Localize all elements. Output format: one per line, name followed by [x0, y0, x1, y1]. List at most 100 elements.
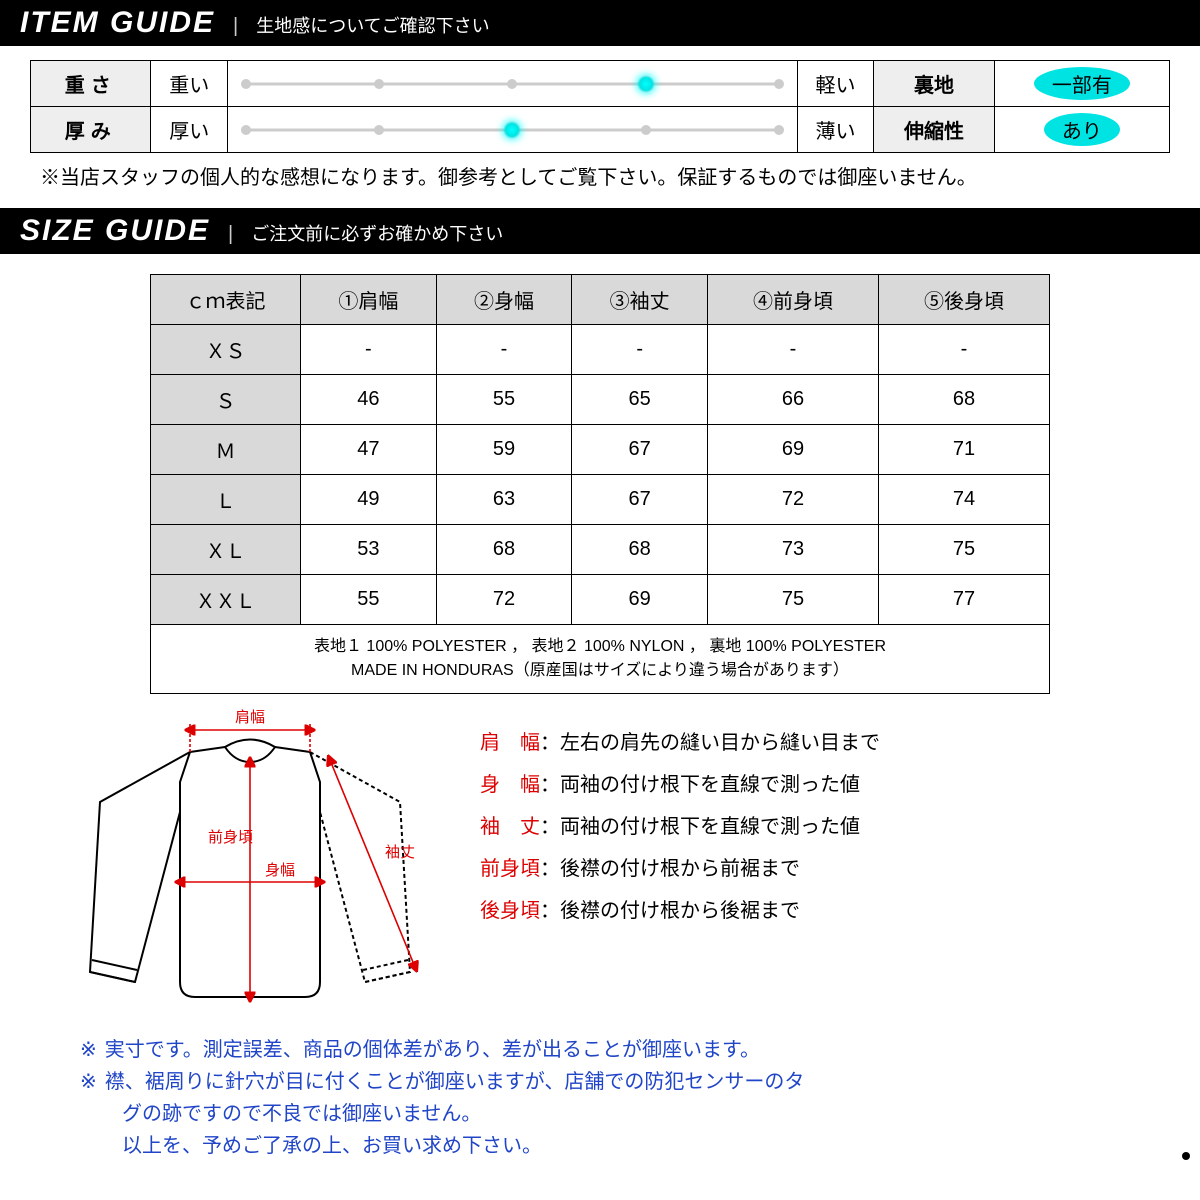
- size-cell: 67: [572, 475, 708, 525]
- diagram-label-katahaba: 肩幅: [235, 709, 265, 726]
- slider-cell: [228, 61, 798, 107]
- size-cell: 49: [301, 475, 437, 525]
- footnote-text: 襟、裾周りに針穴が目に付くことが御座いますが、店舗での防犯センサーのタ: [105, 1066, 805, 1098]
- measurement-term: 後身頃: [480, 900, 540, 922]
- diagram-row: 肩幅 前身頃 身幅 袖丈 肩 幅：左右の肩先の縫い目から縫い目まで身 幅：両袖の…: [40, 702, 1160, 1022]
- size-cell: 53: [301, 525, 437, 575]
- size-cell: 59: [436, 425, 572, 475]
- size-cell: 75: [708, 575, 879, 625]
- size-cell: 66: [708, 375, 879, 425]
- size-row-label: Ｌ: [151, 475, 301, 525]
- measurement-desc: ：後襟の付け根から後裾まで: [540, 900, 800, 922]
- size-row: Ｍ4759676971: [151, 425, 1050, 475]
- measurement-definition: 後身頃：後襟の付け根から後裾まで: [480, 890, 1160, 932]
- slider-right-label: 軽い: [797, 61, 874, 107]
- measurement-definition: 前身頃：後襟の付け根から前裾まで: [480, 848, 1160, 890]
- slider-marker: [637, 75, 655, 93]
- item-attr-label: 伸縮性: [874, 107, 994, 153]
- measurement-definition: 袖 丈：両袖の付け根下を直線で測った値: [480, 806, 1160, 848]
- measurement-desc: ：左右の肩先の縫い目から縫い目まで: [540, 732, 880, 754]
- size-cell: 69: [572, 575, 708, 625]
- measurement-desc: ：両袖の付け根下を直線で測った値: [540, 816, 860, 838]
- size-row: Ｌ4963677274: [151, 475, 1050, 525]
- size-cell: 75: [878, 525, 1049, 575]
- item-row-label: 厚み: [31, 107, 151, 153]
- header-separator: |: [233, 15, 238, 38]
- size-col-header: ③袖丈: [572, 275, 708, 325]
- size-row: ＸＬ5368687375: [151, 525, 1050, 575]
- slider-left-label: 厚い: [151, 107, 228, 153]
- size-col-header: ②身幅: [436, 275, 572, 325]
- size-cell: 73: [708, 525, 879, 575]
- size-cell: -: [572, 325, 708, 375]
- size-table: ｃｍ表記①肩幅②身幅③袖丈④前身頃⑤後身頃 ＸＳ-----Ｓ4655656668…: [150, 274, 1050, 694]
- size-row: ＸＳ-----: [151, 325, 1050, 375]
- size-col-header: ①肩幅: [301, 275, 437, 325]
- size-guide-header: SIZE GUIDE | ご注文前に必ずお確かめ下さい: [0, 208, 1200, 254]
- measurement-term: 肩 幅: [480, 732, 540, 754]
- size-row: Ｓ4655656668: [151, 375, 1050, 425]
- item-guide-header: ITEM GUIDE | 生地感についてご確認下さい: [0, 0, 1200, 46]
- item-attr-value: 一部有: [994, 61, 1169, 107]
- diagram-label-maemigoro: 前身頃: [208, 829, 253, 846]
- size-row-label: ＸＳ: [151, 325, 301, 375]
- item-guide-title: ITEM GUIDE: [20, 6, 215, 40]
- size-cell: 68: [436, 525, 572, 575]
- size-guide-subtitle: ご注文前に必ずお確かめ下さい: [251, 220, 503, 246]
- size-col-header: ⑤後身頃: [878, 275, 1049, 325]
- header-separator: |: [228, 223, 233, 246]
- item-guide-table: 重さ重い 軽い裏地一部有厚み厚い 薄い伸縮性あり: [30, 60, 1170, 153]
- footnote-text: 実寸です。測定誤差、商品の個体差があり、差が出ることが御座います。: [105, 1034, 760, 1066]
- item-row-label: 重さ: [31, 61, 151, 107]
- footnote-line: ※襟、裾周りに針穴が目に付くことが御座いますが、店舗での防犯センサーのタ: [80, 1066, 1120, 1098]
- measurement-definitions: 肩 幅：左右の肩先の縫い目から縫い目まで身 幅：両袖の付け根下を直線で測った値袖…: [480, 702, 1160, 932]
- size-row-label: Ｍ: [151, 425, 301, 475]
- size-cell: 72: [436, 575, 572, 625]
- size-cell: 55: [301, 575, 437, 625]
- footnote-line: ※実寸です。測定誤差、商品の個体差があり、差が出ることが御座います。: [80, 1034, 1120, 1066]
- measurement-definition: 肩 幅：左右の肩先の縫い目から縫い目まで: [480, 722, 1160, 764]
- measurement-term: 前身頃: [480, 858, 540, 880]
- measurement-term: 袖 丈: [480, 816, 540, 838]
- size-col-unit: ｃｍ表記: [151, 275, 301, 325]
- material-row: 表地１ 100% POLYESTER ， 表地２ 100% NYLON ， 裏地…: [151, 625, 1050, 694]
- size-cell: -: [301, 325, 437, 375]
- footnote-mark: ※: [80, 1066, 97, 1098]
- size-cell: 63: [436, 475, 572, 525]
- size-cell: 67: [572, 425, 708, 475]
- item-guide-subtitle: 生地感についてご確認下さい: [256, 12, 489, 38]
- size-cell: 55: [436, 375, 572, 425]
- item-attr-label: 裏地: [874, 61, 994, 107]
- footnote-continuation: 以上を、予めご了承の上、お買い求め下さい。: [122, 1130, 1120, 1162]
- slider-left-label: 重い: [151, 61, 228, 107]
- item-guide-row: 厚み厚い 薄い伸縮性あり: [31, 107, 1170, 153]
- size-row: ＸＸＬ5572697577: [151, 575, 1050, 625]
- size-cell: 68: [878, 375, 1049, 425]
- size-cell: -: [878, 325, 1049, 375]
- size-cell: 77: [878, 575, 1049, 625]
- measurement-definition: 身 幅：両袖の付け根下を直線で測った値: [480, 764, 1160, 806]
- size-cell: 69: [708, 425, 879, 475]
- size-cell: 74: [878, 475, 1049, 525]
- size-cell: 47: [301, 425, 437, 475]
- footnotes: ※実寸です。測定誤差、商品の個体差があり、差が出ることが御座います。※襟、裾周り…: [80, 1034, 1120, 1162]
- item-guide-disclaimer: ※当店スタッフの個人的な感想になります。御参考としてご覧下さい。保証するものでは…: [40, 161, 1160, 190]
- slider-right-label: 薄い: [797, 107, 874, 153]
- measurement-desc: ：両袖の付け根下を直線で測った値: [540, 774, 860, 796]
- size-row-label: ＸＸＬ: [151, 575, 301, 625]
- item-attr-value: あり: [994, 107, 1169, 153]
- size-cell: 65: [572, 375, 708, 425]
- size-row-label: ＸＬ: [151, 525, 301, 575]
- measurement-desc: ：後襟の付け根から前裾まで: [540, 858, 800, 880]
- item-guide-row: 重さ重い 軽い裏地一部有: [31, 61, 1170, 107]
- bullet-dot: [1182, 1152, 1190, 1160]
- size-cell: -: [436, 325, 572, 375]
- size-cell: 46: [301, 375, 437, 425]
- diagram-label-mihaba: 身幅: [265, 862, 295, 879]
- measurement-term: 身 幅: [480, 774, 540, 796]
- material-text: 表地１ 100% POLYESTER ， 表地２ 100% NYLON ， 裏地…: [151, 625, 1050, 694]
- size-guide-title: SIZE GUIDE: [20, 214, 210, 248]
- size-cell: 68: [572, 525, 708, 575]
- footnote-continuation: グの跡ですので不良では御座いません。: [122, 1098, 1120, 1130]
- diagram-label-sodetake: 袖丈: [385, 844, 415, 861]
